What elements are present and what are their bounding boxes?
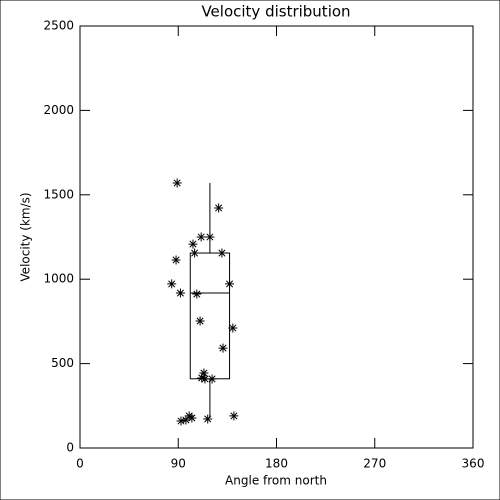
point	[199, 368, 209, 378]
point	[188, 239, 198, 249]
point	[196, 232, 206, 242]
x-tick-label: 360	[462, 457, 485, 471]
point	[176, 416, 186, 426]
point	[200, 374, 210, 384]
x-tick-label: 270	[363, 457, 386, 471]
point	[181, 415, 191, 425]
point	[218, 343, 228, 353]
point	[225, 279, 235, 289]
point	[207, 374, 217, 384]
point	[229, 411, 239, 421]
point	[205, 232, 215, 242]
point	[195, 316, 205, 326]
x-tick-label: 90	[171, 457, 186, 471]
point	[192, 289, 202, 299]
y-tick-label: 2500	[43, 19, 74, 33]
x-tick-label: 0	[76, 457, 84, 471]
point	[175, 288, 185, 298]
point	[228, 323, 238, 333]
point	[190, 248, 200, 258]
point	[167, 279, 177, 289]
x-tick-label: 180	[265, 457, 288, 471]
point	[217, 248, 227, 258]
y-tick-label: 1500	[43, 187, 74, 201]
chart-title: Velocity distribution	[201, 3, 350, 21]
plot-frame	[79, 25, 474, 449]
point	[214, 203, 224, 213]
box	[189, 252, 231, 380]
point	[187, 413, 197, 423]
point	[197, 373, 207, 383]
y-tick-label: 1000	[43, 272, 74, 286]
point	[172, 178, 182, 188]
y-axis-label: Velocity (km/s)	[19, 192, 33, 281]
y-tick-label: 500	[51, 356, 74, 370]
point	[203, 414, 213, 424]
point	[171, 255, 181, 265]
x-axis-label: Angle from north	[225, 474, 327, 488]
y-tick-label: 0	[66, 441, 74, 455]
y-tick-label: 2000	[43, 103, 74, 117]
